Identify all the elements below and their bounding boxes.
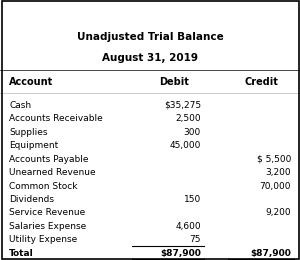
Text: $ 5,500: $ 5,500	[256, 155, 291, 164]
Text: Cash: Cash	[9, 101, 31, 110]
Text: 3,200: 3,200	[266, 168, 291, 177]
Text: Account: Account	[9, 77, 53, 87]
Text: 300: 300	[184, 128, 201, 137]
Text: Equipment: Equipment	[9, 141, 58, 150]
Text: 4,600: 4,600	[176, 222, 201, 231]
Text: Unearned Revenue: Unearned Revenue	[9, 168, 96, 177]
Text: 75: 75	[190, 235, 201, 244]
Text: Accounts Payable: Accounts Payable	[9, 155, 88, 164]
Text: Salaries Expense: Salaries Expense	[9, 222, 86, 231]
Text: 45,000: 45,000	[169, 141, 201, 150]
Text: 2,500: 2,500	[176, 114, 201, 123]
Text: CLIP'EM CLIFF: CLIP'EM CLIFF	[103, 9, 197, 22]
Text: 9,200: 9,200	[266, 209, 291, 217]
Text: Common Stock: Common Stock	[9, 181, 77, 191]
Text: 70,000: 70,000	[260, 181, 291, 191]
Text: $35,275: $35,275	[164, 101, 201, 110]
Text: Total: Total	[9, 249, 34, 258]
Text: $87,900: $87,900	[160, 249, 201, 258]
Text: Supplies: Supplies	[9, 128, 47, 137]
Text: Service Revenue: Service Revenue	[9, 209, 85, 217]
Text: $87,900: $87,900	[250, 249, 291, 258]
Text: Utility Expense: Utility Expense	[9, 235, 77, 244]
Text: Debit: Debit	[159, 77, 189, 87]
Text: 150: 150	[184, 195, 201, 204]
Text: Unadjusted Trial Balance: Unadjusted Trial Balance	[76, 31, 224, 42]
Text: Accounts Receivable: Accounts Receivable	[9, 114, 103, 123]
Text: Dividends: Dividends	[9, 195, 54, 204]
Text: Credit: Credit	[244, 77, 278, 87]
Text: August 31, 2019: August 31, 2019	[102, 53, 198, 63]
